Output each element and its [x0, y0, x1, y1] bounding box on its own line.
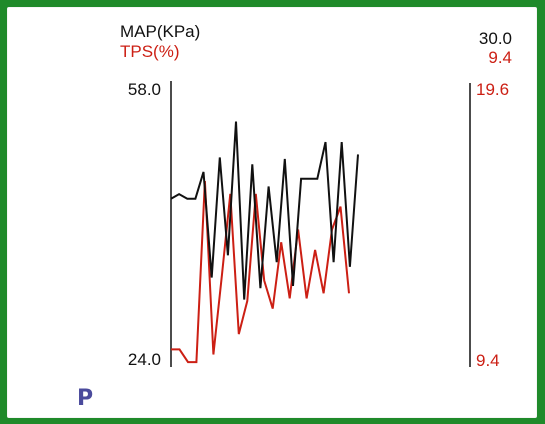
map-tps-chart: MAP(KPa) TPS(%) 30.0 9.4 58.0 24.0 19.6 … — [77, 22, 512, 411]
map-label: MAP(KPa) — [120, 22, 200, 41]
tps-series-line — [171, 181, 350, 364]
left-axis-top-label: 58.0 — [128, 80, 161, 99]
tps-current-value: 9.4 — [488, 48, 512, 67]
map-current-value: 30.0 — [479, 29, 512, 48]
left-axis-bottom-label: 24.0 — [128, 350, 161, 369]
right-axis-top-label: 19.6 — [476, 80, 509, 99]
marker-letter: P — [77, 386, 93, 411]
map-series-line — [170, 121, 359, 300]
right-axis-bottom-label: 9.4 — [476, 351, 500, 370]
tps-label: TPS(%) — [120, 42, 180, 61]
chart-panel: MAP(KPa) TPS(%) 30.0 9.4 58.0 24.0 19.6 … — [7, 7, 537, 418]
